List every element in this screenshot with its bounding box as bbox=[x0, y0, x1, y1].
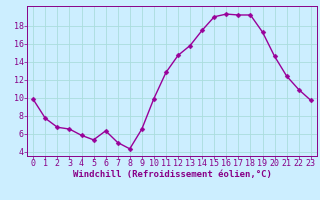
X-axis label: Windchill (Refroidissement éolien,°C): Windchill (Refroidissement éolien,°C) bbox=[73, 170, 271, 179]
